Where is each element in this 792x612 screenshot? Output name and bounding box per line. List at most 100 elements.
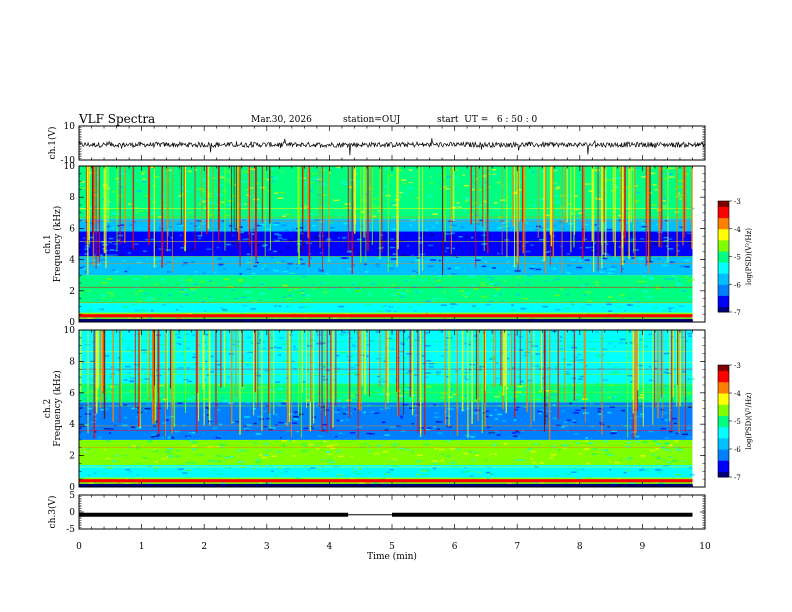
- spectrogram-speckle: [244, 290, 251, 293]
- spectrogram-speckle: [107, 271, 114, 274]
- spectrogram-speckle: [181, 353, 185, 355]
- spectrogram-speckle: [419, 309, 425, 312]
- spectrogram-speckle: [464, 209, 468, 212]
- spectrogram-speckle: [661, 425, 668, 428]
- spectrogram-speckle: [265, 189, 270, 192]
- spectrogram-speckle: [453, 252, 456, 254]
- spectrogram-speckle: [688, 335, 692, 337]
- spectrogram-speckle: [445, 411, 451, 414]
- spectrogram-speckle: [514, 334, 519, 337]
- spectrogram-speckle: [319, 206, 323, 209]
- spectrogram-speckle: [103, 428, 110, 430]
- spectrogram-speckle: [255, 402, 262, 405]
- station-label: station=OUJ: [343, 115, 401, 125]
- spectrogram-speckle: [612, 209, 616, 212]
- spectrogram-speckle: [224, 392, 230, 394]
- spectrogram-speckle: [143, 474, 146, 476]
- spectrogram-speckle: [213, 441, 218, 443]
- spectrogram-speckle: [471, 359, 478, 361]
- spectrogram-speckle: [663, 277, 669, 280]
- spectrogram-speckle: [511, 304, 515, 306]
- spectrogram-speckle: [266, 178, 270, 181]
- spectrogram-speckle: [128, 288, 132, 291]
- spectrogram-speckle: [494, 395, 500, 398]
- spectrogram-speckle: [274, 317, 277, 320]
- colorbar-cell: [718, 253, 729, 257]
- spectrogram-speckle: [160, 278, 165, 281]
- spectrogram-speckle: [493, 404, 499, 406]
- spectrogram-speckle: [451, 257, 457, 259]
- spectrogram-speckle: [376, 445, 381, 447]
- spectrogram-speckle: [472, 305, 476, 307]
- spectrogram-speckle: [368, 173, 373, 175]
- y-axis-label-line: ch.1(V): [47, 127, 58, 160]
- spectrogram-speckle: [382, 478, 386, 480]
- spectrogram-speckle: [400, 343, 406, 345]
- spectrogram-speckle: [441, 392, 448, 395]
- spectrogram-speckle: [502, 225, 509, 228]
- spectrogram-speckle: [100, 360, 103, 363]
- spectrogram-speckle: [141, 356, 145, 359]
- spectrogram-speckle: [356, 228, 361, 231]
- spectrogram-speckle: [398, 393, 403, 395]
- spectrogram-speckle: [432, 460, 438, 462]
- spectrogram-speckle: [223, 349, 229, 351]
- spectrogram-speckle: [525, 390, 531, 393]
- spectrogram-speckle: [624, 342, 628, 344]
- spectrogram-speckle: [668, 430, 673, 433]
- spectrogram-speckle: [440, 459, 444, 462]
- spectrogram-speckle: [289, 305, 293, 307]
- spectrogram-band: [79, 318, 693, 322]
- spectrogram-speckle: [559, 350, 563, 352]
- spectrogram-speckle: [673, 275, 676, 278]
- spectrogram-speckle: [246, 356, 250, 359]
- spectrogram-speckle: [610, 247, 616, 249]
- spectrogram-speckle: [143, 434, 149, 436]
- spectrogram-speckle: [603, 268, 607, 270]
- spectrogram-speckle: [306, 369, 311, 371]
- spectrogram-speckle: [436, 358, 442, 360]
- spectrogram-speckle: [612, 482, 617, 485]
- spectrogram-speckle: [161, 437, 165, 439]
- spectrogram-speckle: [664, 385, 670, 387]
- spectrogram-speckle: [595, 317, 599, 320]
- spectrogram-speckle: [390, 426, 397, 428]
- spectrogram-speckle: [317, 448, 320, 450]
- spectrogram-speckle: [527, 469, 531, 472]
- spectrogram-speckle: [296, 430, 300, 433]
- spectrogram-speckle: [241, 365, 245, 368]
- colorbar-cell: [718, 454, 729, 458]
- spectrogram-speckle: [677, 250, 680, 252]
- spectrogram-speckle: [321, 399, 325, 401]
- spectrogram-speckle: [606, 362, 612, 365]
- spectrogram-speckle: [425, 300, 431, 303]
- spectrogram-speckle: [338, 455, 344, 458]
- spectrogram-speckle: [279, 436, 282, 439]
- spectrogram-speckle: [282, 445, 285, 447]
- spectrogram-speckle: [577, 378, 583, 380]
- spectrogram-speckle: [508, 383, 511, 386]
- spectrogram-speckle: [104, 379, 109, 382]
- start-time-label: start UT = 6 : 50 : 0: [437, 115, 538, 125]
- spectrogram-speckle: [376, 205, 381, 207]
- spectrogram-speckle: [80, 292, 83, 294]
- spectrogram-speckle: [91, 341, 94, 344]
- spectrogram-speckle: [289, 268, 296, 271]
- spectrogram-speckle: [328, 431, 332, 433]
- spectrogram-speckle: [227, 285, 234, 288]
- spectrogram-speckle: [274, 270, 279, 272]
- spectrogram-speckle: [643, 375, 646, 377]
- spectrogram-speckle: [250, 308, 256, 310]
- spectrogram-speckle: [381, 421, 385, 424]
- spectrogram-speckle: [232, 331, 237, 334]
- spectrogram-speckle: [317, 194, 321, 196]
- spectrogram-speckle: [463, 184, 469, 187]
- spectrogram-speckle: [307, 469, 311, 471]
- spectrogram-speckle: [420, 279, 425, 282]
- spectrogram-speckle: [138, 437, 143, 439]
- spectrogram-speckle: [286, 267, 290, 269]
- spectrogram-speckle: [541, 267, 548, 269]
- spectrogram-speckle: [623, 471, 627, 474]
- spectrogram-speckle: [441, 300, 447, 303]
- spectrogram-speckle: [154, 434, 161, 436]
